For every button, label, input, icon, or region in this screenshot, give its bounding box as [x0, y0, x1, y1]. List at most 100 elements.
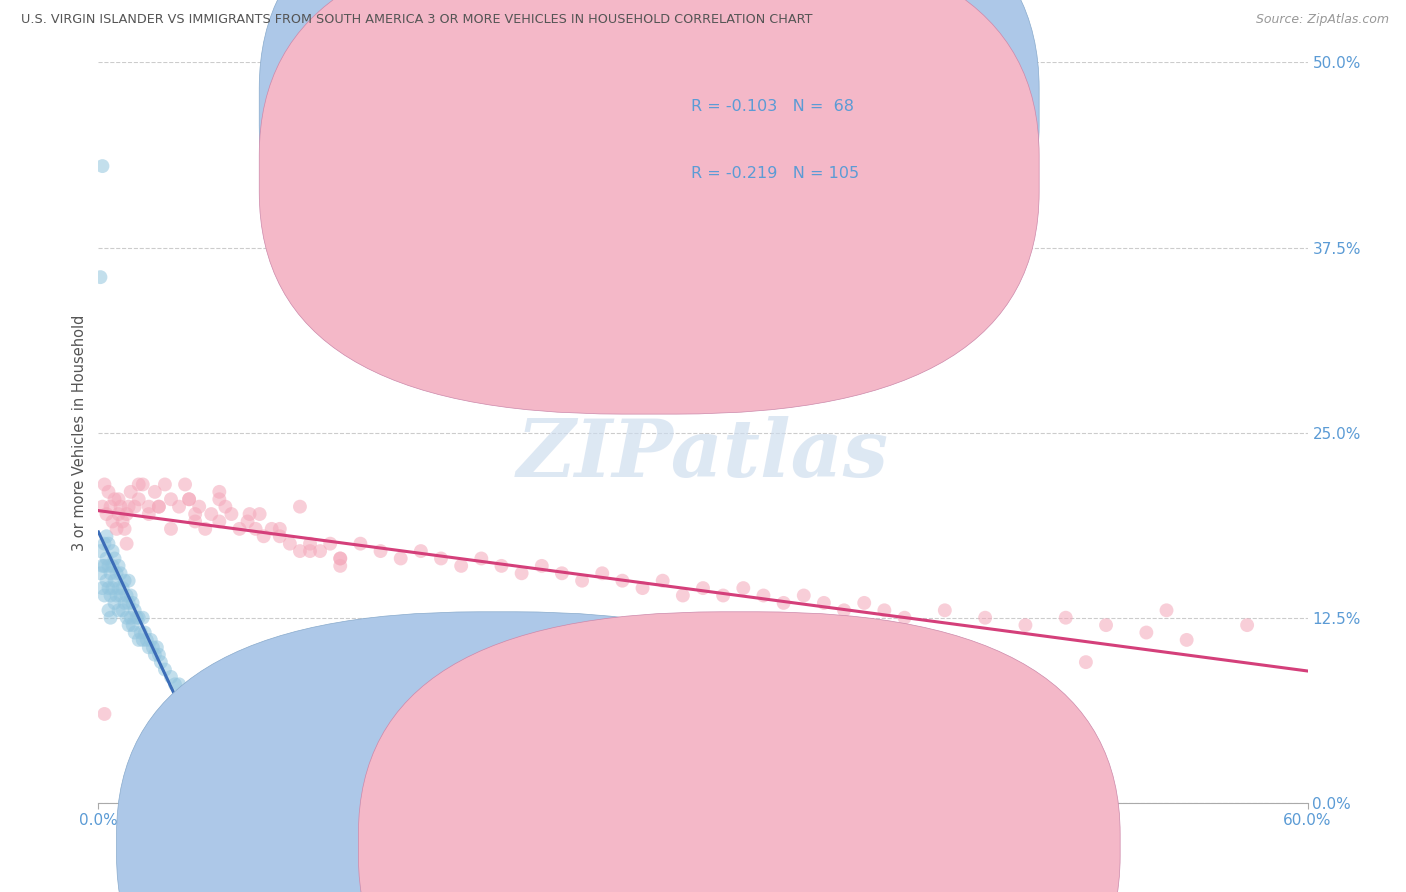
Point — [174, 477, 197, 491]
Point — [103, 596, 125, 610]
Point — [96, 529, 118, 543]
Point — [672, 589, 695, 603]
Point — [1236, 618, 1258, 632]
Point — [97, 484, 120, 499]
Point — [148, 500, 170, 514]
Point — [111, 515, 134, 529]
Point — [181, 692, 204, 706]
Y-axis label: 3 or more Vehicles in Household: 3 or more Vehicles in Household — [72, 315, 87, 550]
Point — [167, 677, 190, 691]
Point — [873, 670, 896, 684]
Point — [651, 574, 673, 588]
Point — [245, 522, 267, 536]
Point — [143, 484, 166, 499]
Point — [430, 551, 453, 566]
Point — [134, 625, 156, 640]
Point — [89, 566, 111, 581]
Point — [124, 500, 146, 514]
Point — [97, 558, 120, 573]
Point — [132, 632, 155, 647]
Point — [115, 536, 138, 550]
FancyBboxPatch shape — [595, 73, 993, 211]
Point — [114, 522, 136, 536]
FancyBboxPatch shape — [259, 0, 1039, 348]
Point — [309, 544, 332, 558]
Point — [139, 632, 162, 647]
Point — [329, 551, 352, 566]
Point — [100, 566, 122, 581]
Point — [124, 625, 146, 640]
Point — [93, 706, 115, 721]
Point — [188, 500, 211, 514]
Point — [142, 640, 165, 655]
Point — [239, 507, 262, 521]
Point — [711, 685, 734, 699]
Point — [124, 603, 146, 617]
Point — [100, 500, 122, 514]
Point — [115, 507, 138, 521]
Point — [370, 544, 392, 558]
Point — [269, 529, 291, 543]
Text: ZIPatlas: ZIPatlas — [517, 416, 889, 493]
Point — [103, 574, 125, 588]
Text: Source: ZipAtlas.com: Source: ZipAtlas.com — [1256, 13, 1389, 27]
Point — [692, 581, 714, 595]
Point — [934, 603, 956, 617]
Point — [1095, 618, 1118, 632]
Point — [128, 610, 150, 624]
Point — [278, 536, 301, 550]
Point — [125, 610, 148, 624]
Point — [711, 589, 734, 603]
Point — [107, 492, 129, 507]
Point — [118, 574, 141, 588]
Point — [160, 492, 183, 507]
Text: R = -0.103   N =  68: R = -0.103 N = 68 — [690, 99, 853, 114]
Point — [491, 558, 513, 573]
Point — [249, 507, 271, 521]
Point — [319, 536, 342, 550]
Point — [120, 610, 142, 624]
Point — [115, 589, 138, 603]
Point — [153, 477, 176, 491]
Point — [174, 685, 197, 699]
Point — [103, 492, 125, 507]
Point — [631, 581, 654, 595]
Point — [89, 544, 111, 558]
Point — [450, 558, 472, 573]
Point — [591, 566, 613, 581]
Point — [214, 500, 236, 514]
Point — [89, 270, 111, 285]
Point — [93, 558, 115, 573]
Point — [118, 596, 141, 610]
Text: U.S. VIRGIN ISLANDER VS IMMIGRANTS FROM SOUTH AMERICA 3 OR MORE VEHICLES IN HOUS: U.S. VIRGIN ISLANDER VS IMMIGRANTS FROM … — [21, 13, 813, 27]
Point — [167, 500, 190, 514]
Point — [105, 589, 128, 603]
Point — [101, 558, 124, 573]
Point — [269, 522, 291, 536]
Point — [288, 544, 311, 558]
Point — [194, 522, 217, 536]
Text: U.S. Virgin Islanders: U.S. Virgin Islanders — [524, 838, 678, 853]
Point — [1175, 632, 1198, 647]
Point — [389, 551, 412, 566]
Point — [349, 536, 371, 550]
Point — [873, 603, 896, 617]
Point — [120, 484, 142, 499]
Point — [571, 574, 593, 588]
Point — [832, 603, 855, 617]
Point — [93, 536, 115, 550]
Point — [1135, 625, 1157, 640]
Point — [101, 544, 124, 558]
Point — [138, 507, 160, 521]
Point — [148, 648, 170, 662]
Point — [93, 477, 115, 491]
Point — [107, 603, 129, 617]
Point — [1014, 618, 1036, 632]
Point — [160, 522, 183, 536]
Point — [96, 574, 118, 588]
Point — [128, 477, 150, 491]
Point — [103, 551, 125, 566]
Point — [101, 515, 124, 529]
Point — [132, 477, 155, 491]
Point — [184, 515, 207, 529]
